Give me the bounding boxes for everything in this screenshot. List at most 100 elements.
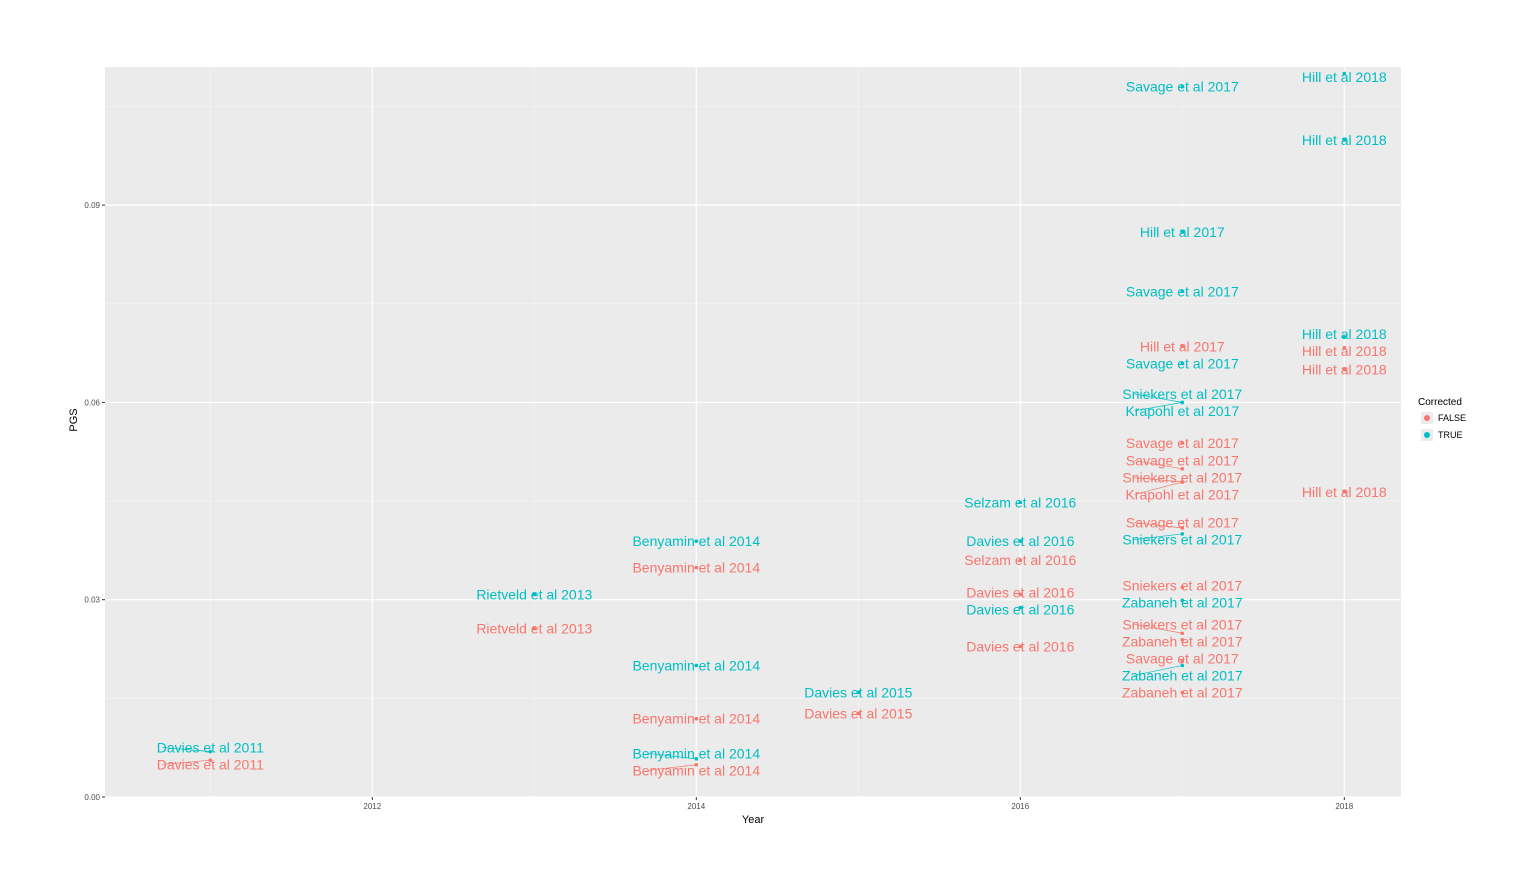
data-point: [1180, 344, 1185, 349]
point-label: Sniekers et al 2017: [1122, 616, 1242, 632]
data-point: [694, 762, 699, 767]
point-label: Davies et al 2011: [157, 739, 264, 755]
point-label: Savage et al 2017: [1126, 514, 1239, 530]
data-point: [1180, 441, 1185, 445]
point-label: Hill et al 2017: [1140, 339, 1225, 355]
data-point: [1180, 598, 1185, 603]
point-label: Selzam et al 2016: [964, 494, 1076, 510]
data-point: [1018, 500, 1023, 505]
point-label: Benyamin et al 2014: [632, 711, 760, 727]
data-point: [1180, 532, 1185, 536]
point-label: Zabaneh et al 2017: [1122, 684, 1243, 700]
y-tick-label: 0.03: [84, 596, 100, 605]
point-label: Krapohl et al 2017: [1125, 487, 1239, 503]
label-leader-line: [162, 759, 211, 765]
data-point: [1018, 592, 1023, 597]
point-label: Hill et al 2018: [1302, 343, 1387, 359]
grid: [105, 67, 1401, 798]
point-label: Benyamin et al 2014: [632, 657, 760, 673]
legend: Corrected FALSE TRUE: [1418, 397, 1466, 441]
point-label: Savage et al 2017: [1126, 79, 1239, 95]
data-point: [1342, 346, 1347, 350]
data-point: [856, 690, 861, 695]
data-point: [1180, 480, 1185, 484]
point-label: Sniekers et al 2017: [1122, 531, 1242, 547]
data-point: [1018, 539, 1023, 543]
label-leader-line: [1134, 477, 1183, 483]
data-point: [694, 539, 699, 543]
point-label: Rietveld et al 2013: [476, 586, 592, 602]
point-label: Benyamin et al 2014: [632, 559, 760, 575]
point-label: Sniekers et al 2017: [1122, 577, 1242, 593]
point-label: Davies et al 2011: [157, 756, 264, 772]
data-point: [532, 626, 537, 631]
data-point: [1180, 230, 1185, 234]
legend-glyph-true: [1424, 432, 1430, 438]
point-label: Savage et al 2017: [1126, 435, 1239, 451]
point-label: Hill et al 2018: [1302, 326, 1387, 342]
label-leader-line: [1134, 481, 1183, 495]
x-axis-label: Year: [742, 814, 765, 826]
data-point: [1018, 644, 1023, 649]
data-point: [208, 758, 213, 762]
data-point: [1342, 138, 1347, 142]
label-leader-line: [648, 764, 697, 771]
point-label: Davies et al 2015: [804, 684, 912, 700]
legend-title: Corrected: [1418, 397, 1462, 408]
point-label: Savage et al 2017: [1126, 453, 1239, 469]
label-leader-line: [648, 752, 697, 760]
point-label: Zabaneh et al 2017: [1122, 667, 1243, 683]
data-point: [694, 757, 699, 761]
point-label: Krapohl et al 2017: [1125, 403, 1239, 419]
point-label: Rietveld et al 2013: [476, 621, 592, 637]
label-leader-line: [1134, 533, 1183, 540]
data-point: [208, 749, 213, 754]
label-leader-line: [1134, 402, 1183, 412]
point-label: Hill et al 2018: [1302, 132, 1387, 148]
label-leader-line: [1134, 665, 1183, 676]
legend-label-true: TRUE: [1438, 430, 1463, 440]
data-point: [1180, 663, 1185, 668]
data-point: [694, 663, 699, 668]
point-label: Hill et al 2018: [1302, 484, 1387, 500]
point-label: Hill et al 2018: [1302, 362, 1387, 378]
y-axis-label: PGS: [68, 408, 80, 431]
point-label: Savage et al 2017: [1126, 283, 1239, 299]
axes: 2012 2014 2016 2018 0.00 0.03 0.06 0.09: [84, 201, 1353, 811]
data-point: [1180, 84, 1185, 89]
point-label: Sniekers et al 2017: [1122, 386, 1242, 402]
data-point: [1018, 558, 1023, 563]
label-leader-line: [1134, 522, 1183, 529]
data-point: [1180, 585, 1185, 590]
plot-panel: [105, 67, 1401, 797]
data-point: [1180, 467, 1185, 471]
point-label: Benyamin et al 2014: [632, 533, 760, 549]
label-leader-line: [1134, 623, 1183, 634]
point-label: Davies et al 2015: [804, 705, 912, 721]
x-tick-label: 2016: [1011, 802, 1029, 811]
data-point: [856, 711, 861, 716]
point-label: Hill et al 2018: [1302, 69, 1387, 85]
data-point: [1342, 335, 1347, 340]
label-leader-line: [1134, 460, 1183, 470]
label-leader-line: [1134, 393, 1183, 403]
data-point: [1180, 400, 1185, 405]
point-label: Davies et al 2016: [966, 533, 1074, 549]
x-tick-label: 2012: [363, 802, 381, 811]
data-point: [1180, 289, 1185, 294]
data-point: [694, 565, 699, 570]
point-label: Savage et al 2017: [1126, 356, 1239, 372]
data-point: [1342, 490, 1347, 494]
x-tick-label: 2018: [1335, 802, 1353, 811]
data-point: [1342, 367, 1347, 372]
point-label: Zabaneh et al 2017: [1122, 594, 1243, 610]
point-label: Zabaneh et al 2017: [1122, 633, 1243, 649]
data-point: [1180, 526, 1185, 530]
label-leader-lines: [162, 393, 1183, 771]
point-label: Sniekers et al 2017: [1122, 470, 1242, 486]
point-label: Benyamin et al 2014: [632, 745, 760, 761]
legend-glyph-false: [1424, 415, 1430, 421]
data-point: [1180, 638, 1185, 642]
